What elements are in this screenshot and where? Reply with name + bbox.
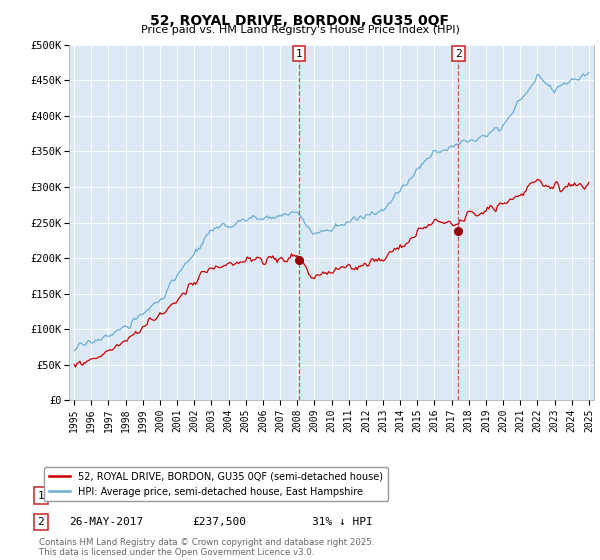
Text: £197,000: £197,000	[192, 491, 246, 501]
Text: 52, ROYAL DRIVE, BORDON, GU35 0QF: 52, ROYAL DRIVE, BORDON, GU35 0QF	[151, 14, 449, 28]
Text: 2: 2	[455, 49, 462, 59]
Legend: 52, ROYAL DRIVE, BORDON, GU35 0QF (semi-detached house), HPI: Average price, sem: 52, ROYAL DRIVE, BORDON, GU35 0QF (semi-…	[44, 467, 388, 501]
Text: 23% ↓ HPI: 23% ↓ HPI	[312, 491, 373, 501]
Text: £237,500: £237,500	[192, 517, 246, 527]
Text: Price paid vs. HM Land Registry's House Price Index (HPI): Price paid vs. HM Land Registry's House …	[140, 25, 460, 35]
Text: 31% ↓ HPI: 31% ↓ HPI	[312, 517, 373, 527]
Text: 2: 2	[37, 517, 44, 527]
Text: 1: 1	[37, 491, 44, 501]
Bar	[299, 45, 458, 400]
Text: 1: 1	[296, 49, 302, 59]
Text: 13-FEB-2008: 13-FEB-2008	[69, 491, 143, 501]
Text: Contains HM Land Registry data © Crown copyright and database right 2025.
This d: Contains HM Land Registry data © Crown c…	[39, 538, 374, 557]
Bar	[299, 45, 458, 400]
Text: 26-MAY-2017: 26-MAY-2017	[69, 517, 143, 527]
